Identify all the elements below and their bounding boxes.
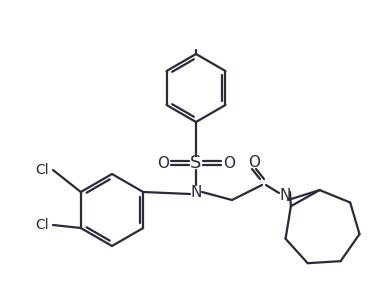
Text: S: S — [190, 154, 202, 172]
Text: N: N — [279, 188, 291, 203]
Text: Cl: Cl — [35, 163, 49, 177]
Text: N: N — [190, 185, 202, 200]
Text: O: O — [223, 156, 235, 171]
Text: Cl: Cl — [35, 218, 49, 232]
Text: O: O — [157, 156, 169, 171]
Text: O: O — [248, 155, 260, 170]
